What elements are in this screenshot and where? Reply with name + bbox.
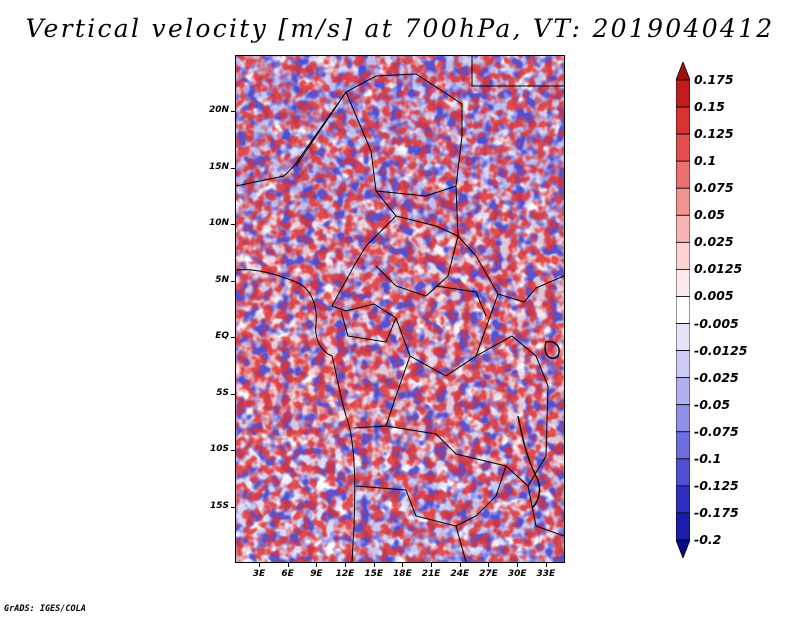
colorbar-segment — [676, 323, 690, 351]
lon-tick — [258, 563, 260, 567]
colorbar-label: -0.0125 — [694, 342, 748, 358]
colorbar-segment — [676, 296, 690, 324]
colorbar-label: 0.025 — [694, 234, 734, 250]
colorbar-label: -0.1 — [694, 450, 722, 466]
colorbar-label: 0.175 — [694, 72, 734, 87]
colorbar-label: -0.05 — [694, 396, 731, 412]
colorbar-segment — [676, 485, 690, 514]
velocity-field-map — [236, 56, 564, 562]
lon-tick — [373, 563, 375, 567]
colorbar-segment — [676, 269, 690, 297]
colorbar-segment — [676, 106, 690, 135]
lat-label: 5S — [216, 387, 229, 398]
lon-label: 9E — [310, 569, 323, 579]
lon-tick — [459, 563, 461, 567]
lat-label: 15S — [209, 500, 229, 511]
colorbar-segment — [676, 214, 690, 243]
map-title: Vertical velocity [m/s] at 700hPa, VT: 2… — [25, 14, 775, 43]
colorbar-label: 0.0125 — [694, 261, 743, 277]
lat-label: 10N — [208, 218, 229, 229]
lon-tick — [431, 563, 433, 567]
colorbar-bottom-arrow — [676, 539, 690, 558]
lon-label: 6E — [281, 569, 294, 579]
lon-tick — [545, 563, 547, 567]
colorbar-label: 0.1 — [694, 153, 717, 169]
lon-label: 24E — [450, 569, 470, 579]
colorbar-segment — [676, 133, 690, 162]
lon-label: 27E — [479, 569, 498, 579]
lat-tick — [231, 506, 235, 508]
colorbar-top-arrow — [676, 62, 690, 81]
lat-tick — [231, 280, 235, 282]
lon-label: 15E — [364, 569, 384, 579]
colorbar-segment — [676, 431, 690, 460]
lat-label: 20N — [208, 105, 229, 116]
lon-tick — [488, 563, 490, 567]
lon-label: 21E — [421, 569, 441, 579]
colorbar-label: -0.075 — [694, 423, 739, 439]
lat-tick — [231, 393, 235, 395]
colorbar-label: 0.075 — [694, 180, 734, 196]
lon-label: 3E — [252, 569, 266, 579]
lat-tick — [231, 337, 235, 339]
lon-tick — [316, 563, 318, 567]
colorbar-label: 0.15 — [694, 99, 725, 115]
colorbar-label: -0.025 — [694, 369, 739, 385]
lon-tick — [345, 563, 346, 567]
colorbar-label: -0.125 — [694, 477, 739, 493]
colorbar-segment — [676, 377, 690, 406]
map-panel — [235, 55, 565, 563]
lon-label: 12E — [335, 569, 355, 579]
colorbar-segment — [676, 160, 690, 189]
lon-tick — [402, 563, 404, 567]
colorbar-segment — [676, 458, 690, 487]
lon-label: 18E — [393, 569, 412, 579]
lat-tick — [231, 450, 235, 452]
lat-label: 10S — [209, 444, 229, 455]
grads-credit: GrADS: IGES/COLA — [4, 604, 86, 614]
lon-tick — [517, 563, 519, 567]
colorbar-label: -0.2 — [694, 532, 722, 547]
colorbar-label: 0.05 — [694, 207, 725, 223]
colorbar-segment — [676, 512, 690, 541]
lat-label: EQ — [215, 331, 229, 342]
colorbar-segment — [676, 187, 690, 216]
colorbar-label: 0.005 — [694, 288, 734, 304]
colorbar-segment — [676, 404, 690, 433]
colorbar-segment — [676, 350, 690, 379]
lat-label: 5N — [215, 274, 229, 285]
lat-tick — [231, 167, 235, 169]
lon-label: 33E — [536, 569, 556, 579]
colorbar-label: 0.125 — [694, 126, 734, 142]
colorbar-segment — [676, 79, 690, 108]
lat-tick — [231, 224, 235, 226]
lat-tick — [231, 111, 235, 113]
colorbar-label: -0.175 — [694, 504, 739, 520]
colorbar — [676, 62, 690, 558]
colorbar-label: -0.005 — [694, 315, 739, 331]
lon-label: 30E — [507, 569, 527, 579]
colorbar-segment — [676, 241, 690, 270]
lon-tick — [287, 563, 289, 567]
lat-label: 15N — [208, 161, 229, 172]
